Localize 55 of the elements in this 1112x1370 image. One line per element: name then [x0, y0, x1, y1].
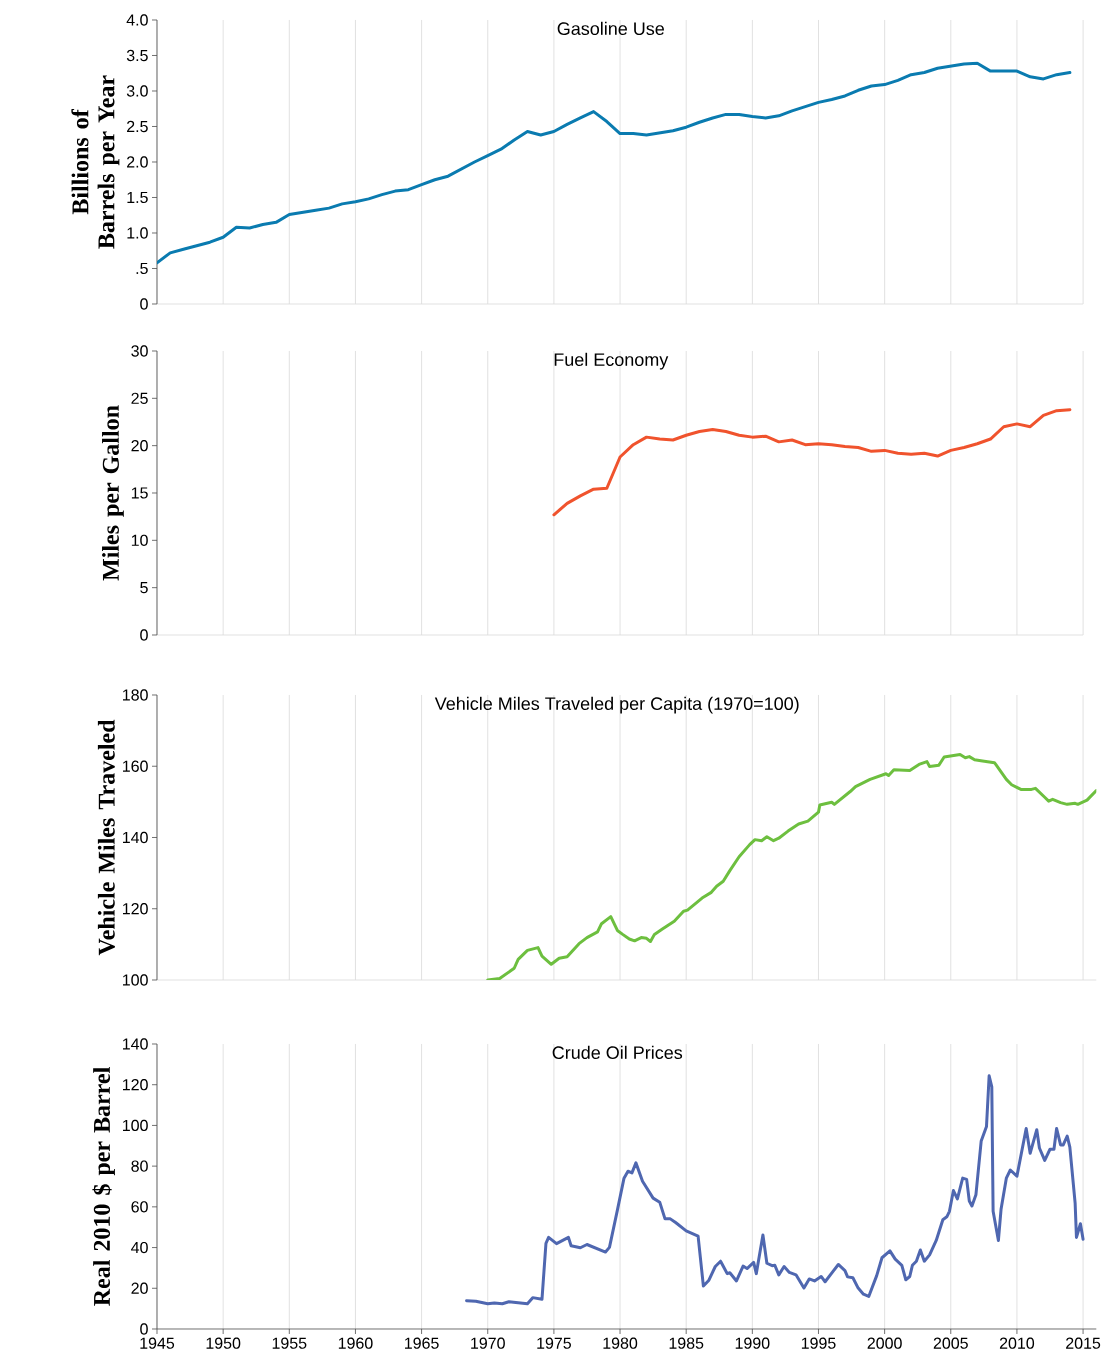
y-tick-label: 30: [131, 345, 148, 357]
y-tick-label: 40: [131, 1241, 148, 1254]
y-tick-label: .5: [136, 262, 148, 275]
y-tick-label: 0: [140, 629, 148, 641]
x-tick-label: 1985: [669, 1337, 704, 1349]
y-tick-label: 10: [131, 534, 148, 546]
y-tick-label: 25: [131, 392, 148, 404]
y-tick-label: 1.0: [127, 227, 148, 239]
y-tick-label: 0: [140, 298, 148, 310]
y-tick-label: 4.0: [126, 14, 148, 26]
y-tick-label: 15: [131, 487, 148, 499]
x-tick-label: 1980: [603, 1337, 638, 1349]
y-tick-label: 120: [123, 903, 148, 915]
y-tick-label: 1.5: [127, 191, 148, 204]
line-series: [552, 408, 1072, 517]
x-tick-label: 1960: [338, 1337, 373, 1349]
y-tick-label: 2.5: [127, 120, 148, 133]
x-tick-label: 1955: [272, 1337, 307, 1349]
x-tick-label: 1945: [140, 1337, 175, 1349]
x-tick-label: 2010: [999, 1337, 1035, 1349]
y-tick-label: 180: [123, 689, 148, 701]
y-tick-label: 60: [131, 1201, 148, 1213]
y-tick-label: 140: [123, 1038, 148, 1050]
y-axis-title: Real 2010 $ per Barrel: [92, 1067, 115, 1306]
chart-title: Vehicle Miles Traveled per Capita (1970=100): [434, 696, 799, 714]
x-tick-label: 1950: [206, 1337, 241, 1349]
chart-title: Fuel Economy: [554, 352, 669, 370]
y-axis-title: Vehicle Miles Traveled: [97, 719, 115, 956]
x-tick-label: 1970: [471, 1337, 505, 1349]
x-tick-label: 1975: [537, 1337, 571, 1349]
y-tick-label: 20: [131, 1282, 148, 1294]
line-series: [465, 1074, 1085, 1306]
line-series: [486, 752, 1097, 980]
x-tick-label: 2000: [867, 1337, 902, 1349]
y-axis-title: Billions of Barrels per Year: [71, 75, 120, 249]
chart-title: Crude Oil Prices: [552, 1045, 683, 1060]
x-tick-label: 1995: [801, 1337, 836, 1349]
y-tick-label: 2.0: [127, 156, 148, 168]
y-tick-label: 3.5: [126, 49, 148, 62]
y-tick-label: 100: [123, 1119, 148, 1132]
y-tick-label: 160: [123, 760, 148, 772]
x-tick-label: 2015: [1066, 1337, 1101, 1349]
y-tick-label: 100: [123, 974, 148, 986]
y-tick-label: 120: [123, 1079, 148, 1091]
x-tick-label: 2005: [933, 1337, 968, 1349]
y-tick-label: 20: [131, 440, 148, 452]
y-tick-label: 5: [140, 582, 148, 594]
y-tick-label: 3.0: [126, 85, 148, 97]
x-tick-label: 1965: [405, 1337, 439, 1349]
x-tick-label: 1990: [735, 1337, 770, 1349]
y-tick-label: 140: [123, 831, 148, 844]
chart-title: Gasoline Use: [557, 21, 664, 35]
y-axis-title: Miles per Gallon: [102, 405, 124, 581]
y-tick-label: 0: [140, 1323, 148, 1335]
y-tick-label: 80: [131, 1160, 148, 1172]
